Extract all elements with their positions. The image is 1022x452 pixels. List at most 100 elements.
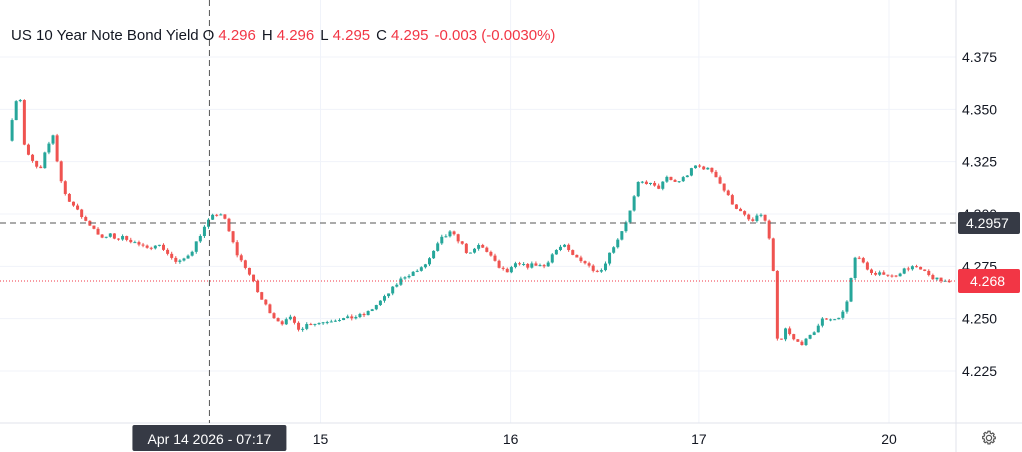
candle-body (456, 234, 460, 242)
candle-body (648, 182, 652, 185)
candle-body (419, 267, 423, 271)
candle-body (579, 257, 583, 262)
candle-body (792, 334, 796, 340)
candle-body (894, 275, 898, 277)
candle-body (890, 275, 894, 277)
candle-body (211, 214, 215, 220)
time-tick-label: 15 (313, 431, 329, 447)
candle-body (563, 244, 567, 247)
time-tick-label: 17 (691, 431, 707, 447)
candle-body (931, 275, 935, 280)
candle-body (554, 249, 558, 255)
candle-body (804, 338, 808, 346)
candle-body (616, 239, 620, 248)
candle-body (550, 254, 554, 263)
candle-body (337, 320, 341, 322)
candle-body (603, 263, 607, 271)
candle-body (194, 241, 198, 252)
candle-body (51, 135, 55, 144)
candle-body (333, 320, 337, 322)
crosshair-time-text: Apr 14 2026 - 07:17 (148, 431, 272, 447)
candle-body (403, 277, 407, 279)
candle-body (399, 278, 403, 285)
candle-body (694, 165, 698, 169)
candle-body (468, 252, 472, 254)
candle-body (247, 267, 251, 275)
candle-body (428, 258, 432, 265)
candle-body (661, 181, 665, 189)
candle-body (567, 244, 571, 251)
candle-body (636, 181, 640, 197)
candle-body (927, 270, 931, 276)
candle-body (14, 101, 18, 121)
candle-body (706, 167, 710, 170)
candle-body (522, 263, 526, 265)
candle-body (391, 286, 395, 294)
candle-body (775, 270, 779, 339)
candle-body (112, 233, 116, 239)
candle-body (800, 341, 804, 346)
candle-body (444, 236, 448, 238)
candle-body (477, 244, 481, 249)
candle-body (501, 267, 505, 269)
candle-body (910, 266, 914, 270)
candle-body (432, 250, 436, 259)
candle-body (198, 236, 202, 242)
candle-body (370, 309, 374, 312)
candle-body (116, 238, 120, 240)
candle-body (440, 236, 444, 244)
candle-body (689, 168, 693, 176)
candle-body (534, 263, 538, 266)
candle-body (865, 262, 869, 270)
candle-body (571, 250, 575, 255)
candle-body (260, 292, 264, 300)
candle-body (121, 236, 125, 240)
candle-body (350, 316, 354, 319)
candle-body (902, 268, 906, 274)
candle-body (759, 214, 763, 216)
candle-body (779, 338, 783, 340)
candle-body (734, 204, 738, 209)
chart-legend: US 10 Year Note Bond Yield O 4.296 H 4.2… (11, 27, 557, 44)
candle-body (591, 265, 595, 271)
candle-body (362, 313, 366, 316)
candle-body (640, 181, 644, 183)
price-tick-label: 4.325 (962, 154, 997, 170)
settings-button[interactable] (979, 428, 999, 448)
candle-body (395, 284, 399, 287)
candle-body (473, 248, 477, 253)
candle-body (538, 265, 542, 267)
candle-body (329, 321, 333, 323)
candle-body (215, 214, 219, 216)
candle-body (292, 316, 296, 323)
candle-body (869, 269, 873, 274)
legend-open-value: 4.296 (218, 27, 256, 44)
candle-body (808, 334, 812, 339)
candle-body (71, 201, 75, 206)
candle-body (722, 183, 726, 191)
candle-body (939, 277, 943, 282)
candle-body (841, 311, 845, 318)
candle-body (935, 277, 939, 280)
time-axis[interactable]: 15 16 17 20 (313, 431, 897, 447)
candle-body (820, 318, 824, 326)
candle-body (824, 318, 828, 320)
candle-body (608, 252, 612, 264)
candle-body (378, 300, 382, 306)
candle-body (170, 253, 174, 258)
last-price-text: 4.268 (970, 273, 1005, 289)
candle-body (718, 177, 722, 184)
candle-body (276, 318, 280, 322)
candle-body (358, 313, 362, 318)
candle-body (595, 270, 599, 272)
candle-body (268, 304, 272, 314)
legend-close-value: 4.295 (390, 27, 429, 44)
legend-high-label: H (261, 27, 273, 44)
candle-body (861, 258, 865, 263)
candle-body (796, 339, 800, 342)
candle-body (374, 305, 378, 310)
candle-body (837, 317, 841, 320)
price-tick-label: 4.250 (962, 311, 997, 327)
